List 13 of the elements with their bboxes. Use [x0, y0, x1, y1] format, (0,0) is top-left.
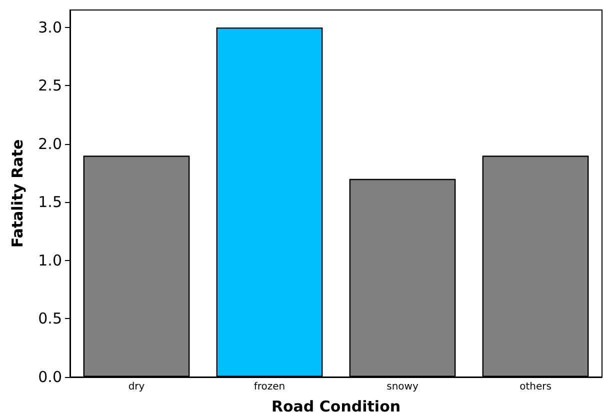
x-tick-label: others: [520, 382, 552, 392]
y-tick-label: 0.0: [38, 368, 62, 386]
y-tick-label: 1.5: [38, 193, 62, 212]
y-tick-label: 2.5: [38, 76, 62, 95]
y-tick-label: 1.0: [38, 251, 62, 270]
x-axis-title: Road Condition: [271, 398, 401, 416]
x-tick-label: dry: [128, 382, 145, 392]
y-tick-label: 0.5: [38, 310, 62, 328]
y-tick-label: 3.0: [38, 18, 62, 36]
y-tick-label: 2.0: [38, 134, 62, 153]
x-tick-label: frozen: [254, 382, 286, 392]
x-tick-label: snowy: [386, 382, 418, 392]
y-axis-title: Fatality Rate: [8, 139, 26, 248]
